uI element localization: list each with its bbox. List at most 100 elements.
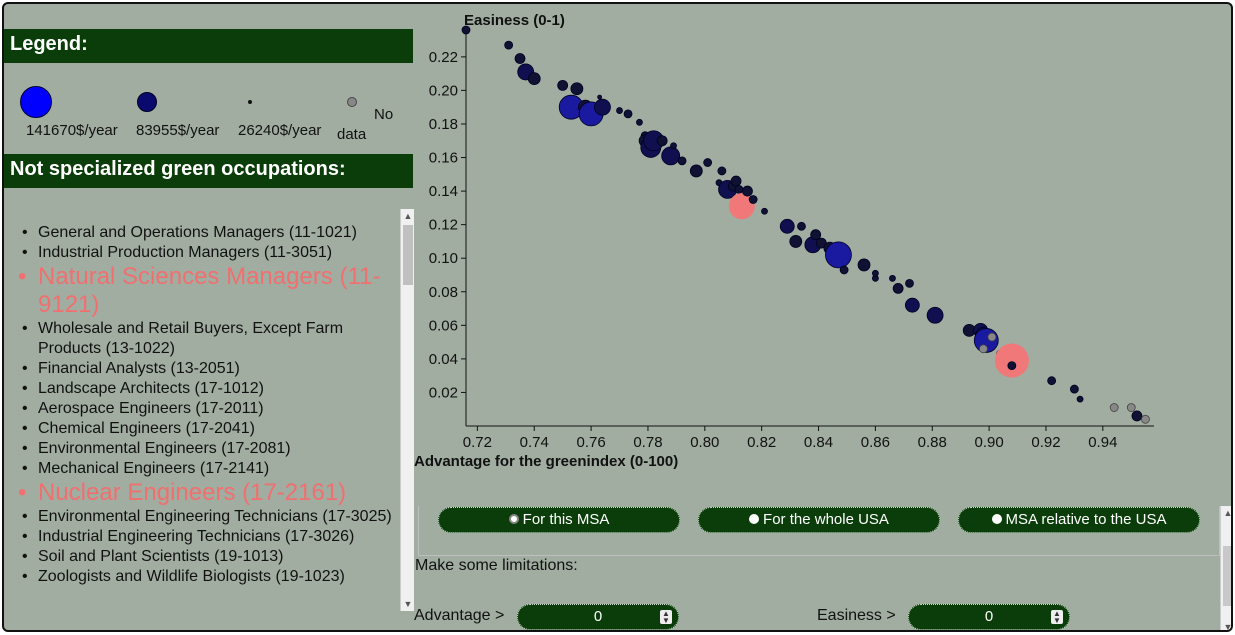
data-point[interactable] bbox=[594, 98, 611, 116]
data-point[interactable] bbox=[797, 221, 806, 231]
data-point[interactable] bbox=[656, 135, 668, 147]
data-point[interactable] bbox=[703, 158, 713, 167]
occupation-item[interactable]: Soil and Plant Scientists (19-1013) bbox=[18, 547, 400, 567]
data-point[interactable] bbox=[677, 156, 687, 166]
scroll-thumb[interactable] bbox=[403, 225, 413, 285]
toggle-this-msa-label: For this MSA bbox=[522, 511, 610, 528]
occupations-list: General and Operations Managers (11-1021… bbox=[4, 209, 400, 587]
data-point[interactable] bbox=[926, 306, 944, 324]
occupation-item[interactable]: Environmental Engineers (17-2081) bbox=[18, 439, 400, 459]
data-point[interactable] bbox=[892, 283, 904, 294]
data-point[interactable] bbox=[527, 72, 541, 86]
occupations-list-box[interactable]: General and Operations Managers (11-1021… bbox=[4, 209, 400, 611]
x-axis-title: Advantage for the greenindex (0-100) bbox=[414, 453, 678, 470]
y-tick-label: 0.02 bbox=[429, 384, 458, 401]
data-point[interactable] bbox=[636, 118, 643, 126]
toggle-whole-usa[interactable]: For the whole USA bbox=[698, 507, 940, 533]
occupation-item[interactable]: Landscape Architects (17-1012) bbox=[18, 379, 400, 399]
x-tick-label: 0.94 bbox=[1088, 434, 1117, 451]
x-tick-label: 0.80 bbox=[690, 434, 719, 451]
scroll-up-arrow-icon[interactable]: ▲ bbox=[403, 211, 413, 221]
occupation-item[interactable]: Financial Analysts (13-2051) bbox=[18, 359, 400, 379]
data-point[interactable] bbox=[514, 53, 526, 64]
x-tick-label: 0.76 bbox=[576, 434, 605, 451]
x-tick-label: 0.78 bbox=[633, 434, 662, 451]
data-point[interactable] bbox=[1069, 384, 1079, 394]
data-point[interactable] bbox=[1076, 395, 1084, 403]
x-tick-label: 0.90 bbox=[975, 434, 1004, 451]
data-point[interactable] bbox=[1047, 376, 1057, 386]
occupation-item[interactable]: Industrial Engineering Technicians (17-3… bbox=[18, 527, 400, 547]
occupation-item[interactable]: Industrial Production Managers (11-3051) bbox=[18, 243, 400, 263]
data-point[interactable] bbox=[734, 185, 744, 194]
data-point[interactable] bbox=[504, 40, 514, 50]
data-point[interactable] bbox=[728, 193, 755, 220]
data-point[interactable] bbox=[1007, 361, 1017, 370]
data-point[interactable] bbox=[717, 166, 727, 176]
data-point[interactable] bbox=[616, 107, 623, 114]
data-point[interactable] bbox=[810, 229, 822, 241]
spinner-icon[interactable]: ▲ ▼ bbox=[1051, 610, 1063, 625]
occupations-scrollbar[interactable]: ▲ ▼ bbox=[400, 209, 414, 611]
data-point[interactable] bbox=[1131, 410, 1143, 422]
data-point[interactable] bbox=[748, 195, 758, 204]
legend: 141670$/year 83955$/year 26240$/year No … bbox=[4, 63, 413, 154]
y-tick-label: 0.18 bbox=[429, 116, 458, 133]
data-point[interactable] bbox=[557, 79, 569, 91]
x-tick-label: 0.82 bbox=[747, 434, 776, 451]
data-point[interactable] bbox=[789, 235, 803, 248]
advantage-label: Advantage > bbox=[414, 607, 505, 624]
data-point[interactable] bbox=[670, 142, 677, 150]
data-point[interactable] bbox=[761, 207, 768, 215]
occupation-item[interactable]: Nuclear Engineers (17-2161) bbox=[18, 479, 400, 507]
data-point[interactable] bbox=[994, 343, 1029, 378]
legend-dot-medium bbox=[137, 92, 157, 112]
data-point[interactable] bbox=[661, 146, 681, 166]
occupation-item[interactable]: Mechanical Engineers (17-2141) bbox=[18, 459, 400, 479]
data-point[interactable] bbox=[825, 241, 852, 269]
data-point[interactable] bbox=[871, 269, 879, 277]
data-point[interactable] bbox=[779, 218, 795, 234]
easiness-input[interactable]: 0 ▲ ▼ bbox=[908, 604, 1070, 630]
toggle-this-msa[interactable]: For this MSA bbox=[438, 507, 680, 533]
data-point[interactable] bbox=[905, 278, 914, 288]
data-point[interactable] bbox=[979, 344, 988, 354]
scroll-thumb[interactable] bbox=[1223, 546, 1231, 606]
toggle-msa-relative[interactable]: MSA relative to the USA bbox=[958, 507, 1200, 533]
data-point[interactable] bbox=[904, 297, 920, 313]
radio-icon bbox=[749, 514, 760, 524]
data-point[interactable] bbox=[1109, 403, 1119, 412]
legend-title: Legend: bbox=[4, 29, 413, 63]
occupation-item[interactable]: Aerospace Engineers (17-2011) bbox=[18, 399, 400, 419]
occupation-item[interactable]: General and Operations Managers (11-1021… bbox=[18, 223, 400, 243]
legend-label-large: 141670$/year bbox=[26, 122, 118, 139]
data-point[interactable] bbox=[623, 109, 633, 119]
data-point[interactable] bbox=[1141, 414, 1150, 424]
controls-scrollbar[interactable]: ▲ ▼ bbox=[1220, 506, 1233, 632]
legend-dot-no-data bbox=[347, 97, 357, 107]
occupation-item[interactable]: Chemical Engineers (17-2041) bbox=[18, 419, 400, 439]
data-point[interactable] bbox=[689, 164, 703, 178]
data-point[interactable] bbox=[839, 265, 849, 275]
occupation-item[interactable]: Natural Sciences Managers (11-9121) bbox=[18, 263, 400, 319]
data-point[interactable] bbox=[987, 332, 997, 342]
toggle-msa-relative-label: MSA relative to the USA bbox=[1005, 511, 1167, 528]
occupation-item[interactable]: Zoologists and Wildlife Biologists (19-1… bbox=[18, 567, 400, 587]
data-point[interactable] bbox=[597, 94, 603, 100]
data-point[interactable] bbox=[742, 185, 753, 197]
advantage-value: 0 bbox=[593, 608, 603, 625]
occupation-item[interactable]: Wholesale and Retail Buyers, Except Farm… bbox=[18, 319, 400, 359]
data-point[interactable] bbox=[889, 274, 896, 282]
spinner-icon[interactable]: ▲ ▼ bbox=[660, 610, 672, 625]
y-tick-label: 0.20 bbox=[429, 82, 458, 99]
advantage-input[interactable]: 0 ▲ ▼ bbox=[517, 604, 679, 630]
data-point[interactable] bbox=[730, 175, 742, 187]
occupation-item[interactable]: Environmental Engineering Technicians (1… bbox=[18, 507, 400, 527]
data-point[interactable] bbox=[1126, 403, 1136, 412]
data-point[interactable] bbox=[857, 258, 871, 272]
scroll-down-arrow-icon[interactable]: ▼ bbox=[403, 599, 413, 609]
data-point[interactable] bbox=[461, 25, 471, 35]
data-point[interactable] bbox=[570, 82, 584, 96]
scroll-down-arrow-icon[interactable]: ▼ bbox=[1223, 622, 1233, 632]
scroll-up-arrow-icon[interactable]: ▲ bbox=[1223, 508, 1233, 518]
